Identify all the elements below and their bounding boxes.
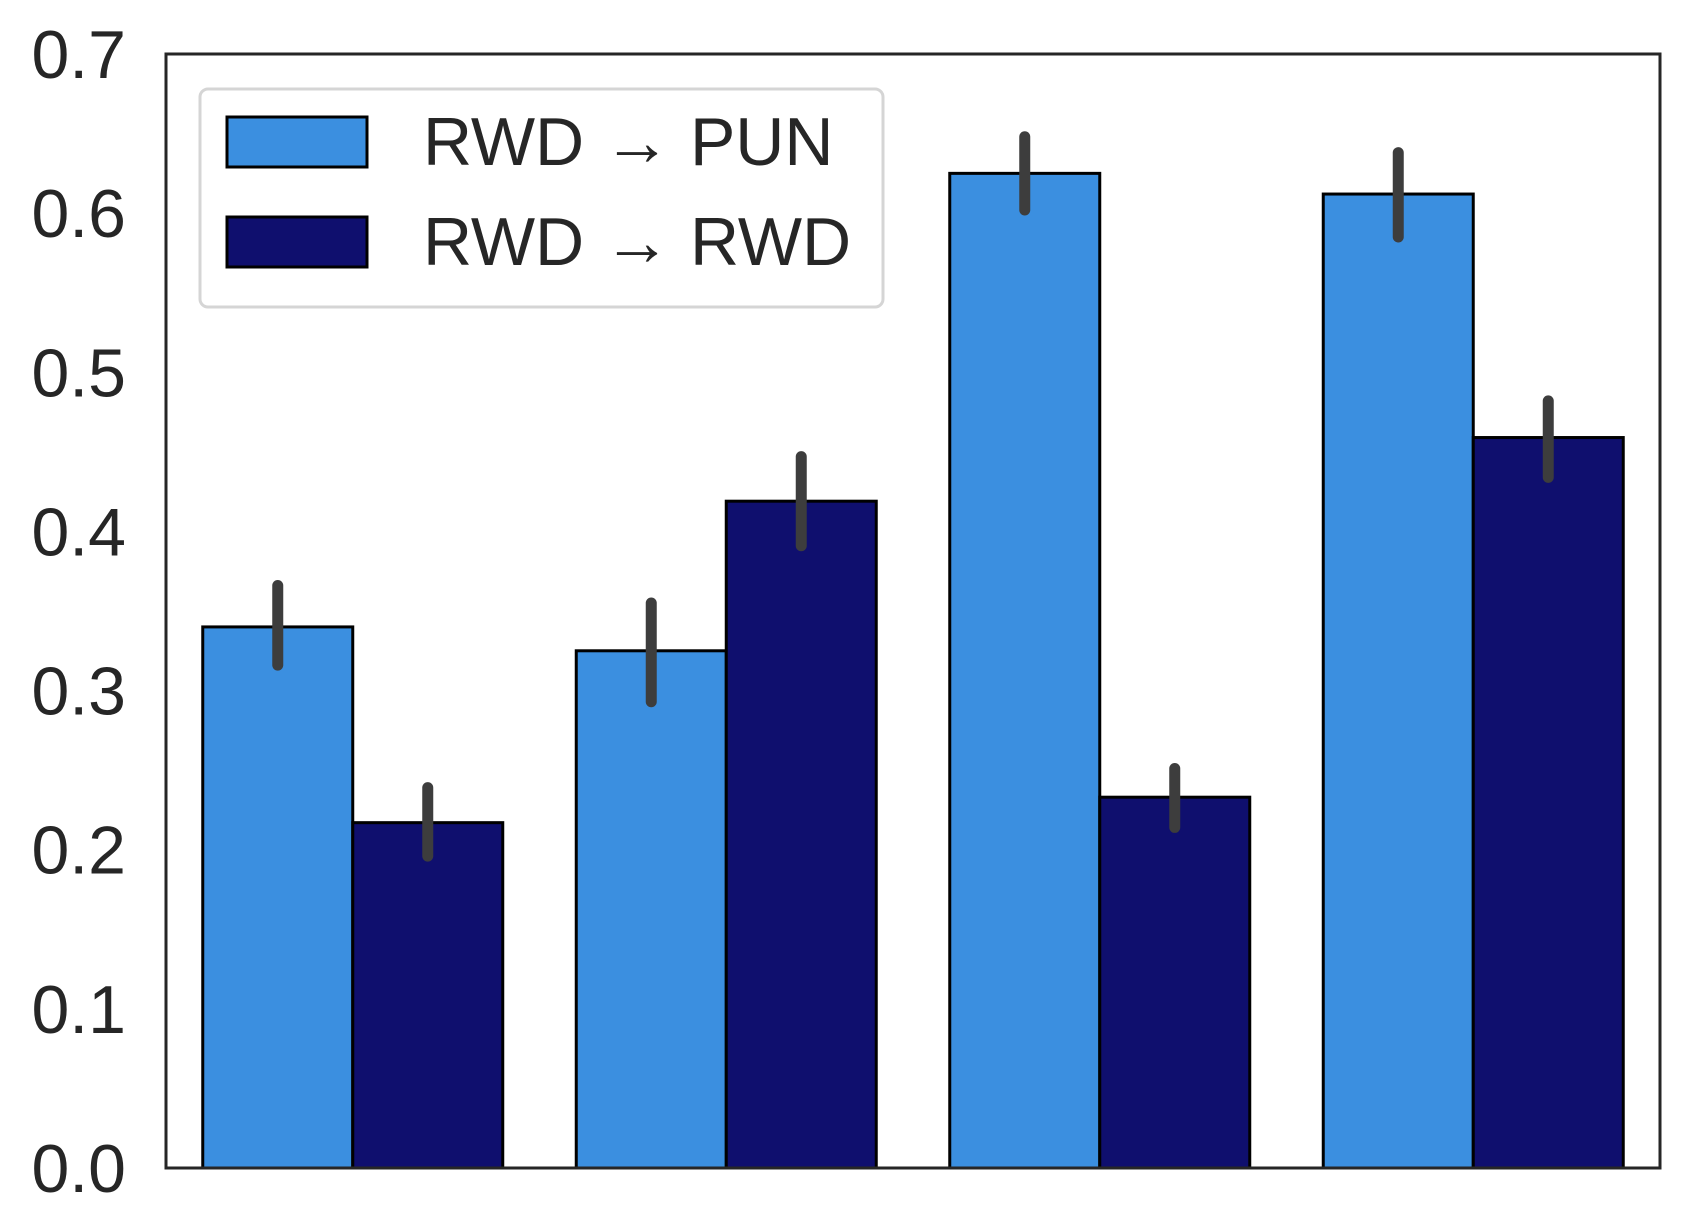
y-axis-ticks: 0.0 0.1 0.2 0.3 0.4 0.5 0.6 0.7 <box>31 17 126 1207</box>
bar-series1-group0 <box>351 821 505 1170</box>
y-tick-label: 0.6 <box>31 176 126 252</box>
bar-series0-group3 <box>1321 192 1475 1170</box>
legend-label-rwd-rwd: RWD → RWD <box>423 204 851 280</box>
y-tick-label: 0.7 <box>31 17 126 93</box>
legend: RWD → PUN RWD → RWD <box>198 87 885 309</box>
bar-series0-group2 <box>948 171 1102 1170</box>
y-tick-label: 0.3 <box>31 654 126 730</box>
legend-swatch-rwd-pun <box>225 115 369 169</box>
bar-series0-group0 <box>201 625 355 1170</box>
bar-series1-group2 <box>1098 795 1252 1170</box>
legend-box <box>198 87 885 309</box>
legend-swatch-rwd-rwd <box>225 215 369 269</box>
y-tick-label: 0.5 <box>31 335 126 411</box>
legend-label-rwd-pun: RWD → PUN <box>423 104 834 180</box>
plot-frame <box>164 52 1662 1170</box>
bar-series1-group1 <box>724 499 878 1170</box>
bar-series0-group1 <box>574 649 728 1170</box>
y-tick-label: 0.0 <box>31 1131 126 1207</box>
bar-series1-group3 <box>1471 436 1625 1170</box>
error-bars-layer <box>272 131 1554 862</box>
y-tick-label: 0.1 <box>31 972 126 1048</box>
y-tick-label: 0.2 <box>31 813 126 889</box>
y-tick-label: 0.4 <box>31 494 126 570</box>
bars-layer <box>201 171 1625 1170</box>
